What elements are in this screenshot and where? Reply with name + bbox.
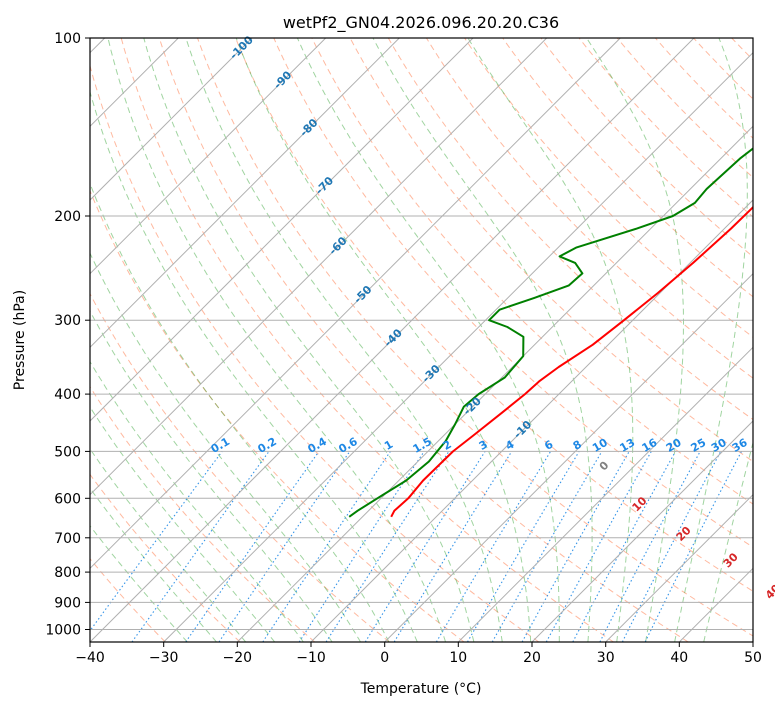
isotherm-line [531, 420, 753, 642]
mixing-ratio-line [491, 451, 603, 642]
dry-adiabat [616, 38, 753, 179]
y-tick-label: 400 [54, 387, 81, 403]
moist-adiabat [90, 310, 333, 642]
dry-adiabat [502, 38, 753, 298]
dry-adiabat [90, 189, 465, 642]
plot-frame [89, 37, 754, 643]
x-tick-label: 30 [597, 650, 615, 666]
y-axis-label: Pressure (hPa) [12, 290, 28, 390]
moist-adiabat [90, 487, 217, 642]
moist-adiabat [372, 38, 593, 642]
y-tick-label: 600 [54, 491, 81, 507]
mixing-ratio-line [435, 451, 552, 642]
x-tick-label: 20 [523, 650, 541, 666]
isotherm-line [90, 38, 400, 349]
mixing-ratio-line [393, 451, 513, 642]
dry-adiabat [273, 38, 753, 548]
isotherm-line [90, 38, 695, 642]
isotherm-line [90, 38, 327, 275]
dry-adiabat [90, 385, 316, 642]
moist-adiabat [90, 524, 188, 642]
dry-adiabat [158, 38, 689, 642]
moist-adiabat [586, 38, 684, 642]
x-tick-label: −10 [296, 650, 326, 666]
moist-adiabat [143, 38, 475, 642]
mixing-ratio-line [325, 451, 450, 642]
grid-lines [90, 38, 753, 642]
isotherm-line [457, 346, 753, 642]
dry-adiabat [90, 292, 390, 642]
y-tick-label: 1000 [45, 623, 81, 639]
moist-adiabat [703, 440, 753, 642]
dry-adiabat [425, 38, 753, 379]
moist-adiabat [90, 182, 390, 642]
mixing-ratio-line [521, 451, 630, 642]
isotherm-line [310, 199, 753, 642]
y-tick-label: 200 [54, 209, 81, 225]
isotherm-line [90, 38, 253, 201]
temperature-profile-line [390, 205, 753, 518]
moist-adiabat [185, 38, 503, 642]
x-tick-label: −20 [223, 650, 253, 666]
dry-adiabat [387, 38, 753, 421]
moist-adiabat [107, 38, 447, 642]
dry-adiabat [120, 38, 614, 642]
y-tick-label: 800 [54, 565, 81, 581]
isotherm-line [384, 272, 753, 642]
x-tick-label: 50 [744, 650, 762, 666]
dry-adiabat [235, 38, 753, 592]
mixing-ratio-line [218, 451, 351, 642]
dry-adiabat [311, 38, 753, 505]
isotherm-line [90, 38, 621, 570]
moist-adiabat [90, 406, 276, 642]
moist-adiabat [674, 38, 748, 642]
dry-adiabat [197, 38, 753, 637]
mixing-ratio-line [131, 451, 270, 642]
x-tick-label: −40 [75, 650, 105, 666]
moist-adiabat [90, 90, 418, 642]
x-tick-label: 40 [670, 650, 688, 666]
y-tick-label: 900 [54, 595, 81, 611]
profile-series [348, 147, 753, 518]
mixing-ratio-line [90, 451, 223, 632]
isotherm-line [605, 493, 753, 642]
y-axis: 100 200 300 400 500 600 700 800 900 1000 [45, 31, 90, 639]
isotherm-line [90, 38, 474, 422]
y-tick-label: 100 [54, 31, 81, 47]
x-axis-label: Temperature (°C) [360, 681, 482, 697]
moist-adiabat [90, 448, 247, 642]
y-tick-label: 500 [54, 444, 81, 460]
x-tick-label: 10 [449, 650, 467, 666]
mixing-ratio-line [467, 451, 580, 642]
x-tick-label: 0 [380, 650, 389, 666]
mixing-ratio-line [572, 451, 676, 642]
chart-title: wetPf2_GN04.2026.096.20.20.C36 [283, 13, 559, 33]
moist-adiabat [90, 360, 304, 642]
dewpoint-profile-line [348, 147, 753, 518]
y-tick-label: 300 [54, 313, 81, 329]
x-axis: −40 −30 −20 −10 0 10 20 30 40 50 [75, 642, 762, 666]
dry-adiabat [90, 473, 241, 642]
isotherm-line [236, 125, 753, 642]
dry-adiabat [90, 64, 540, 642]
mixing-ratio-line [364, 451, 486, 642]
isotherm-line [90, 38, 548, 496]
y-tick-label: 700 [54, 531, 81, 547]
x-tick-label: −30 [149, 650, 179, 666]
isotherm-line [163, 51, 753, 642]
